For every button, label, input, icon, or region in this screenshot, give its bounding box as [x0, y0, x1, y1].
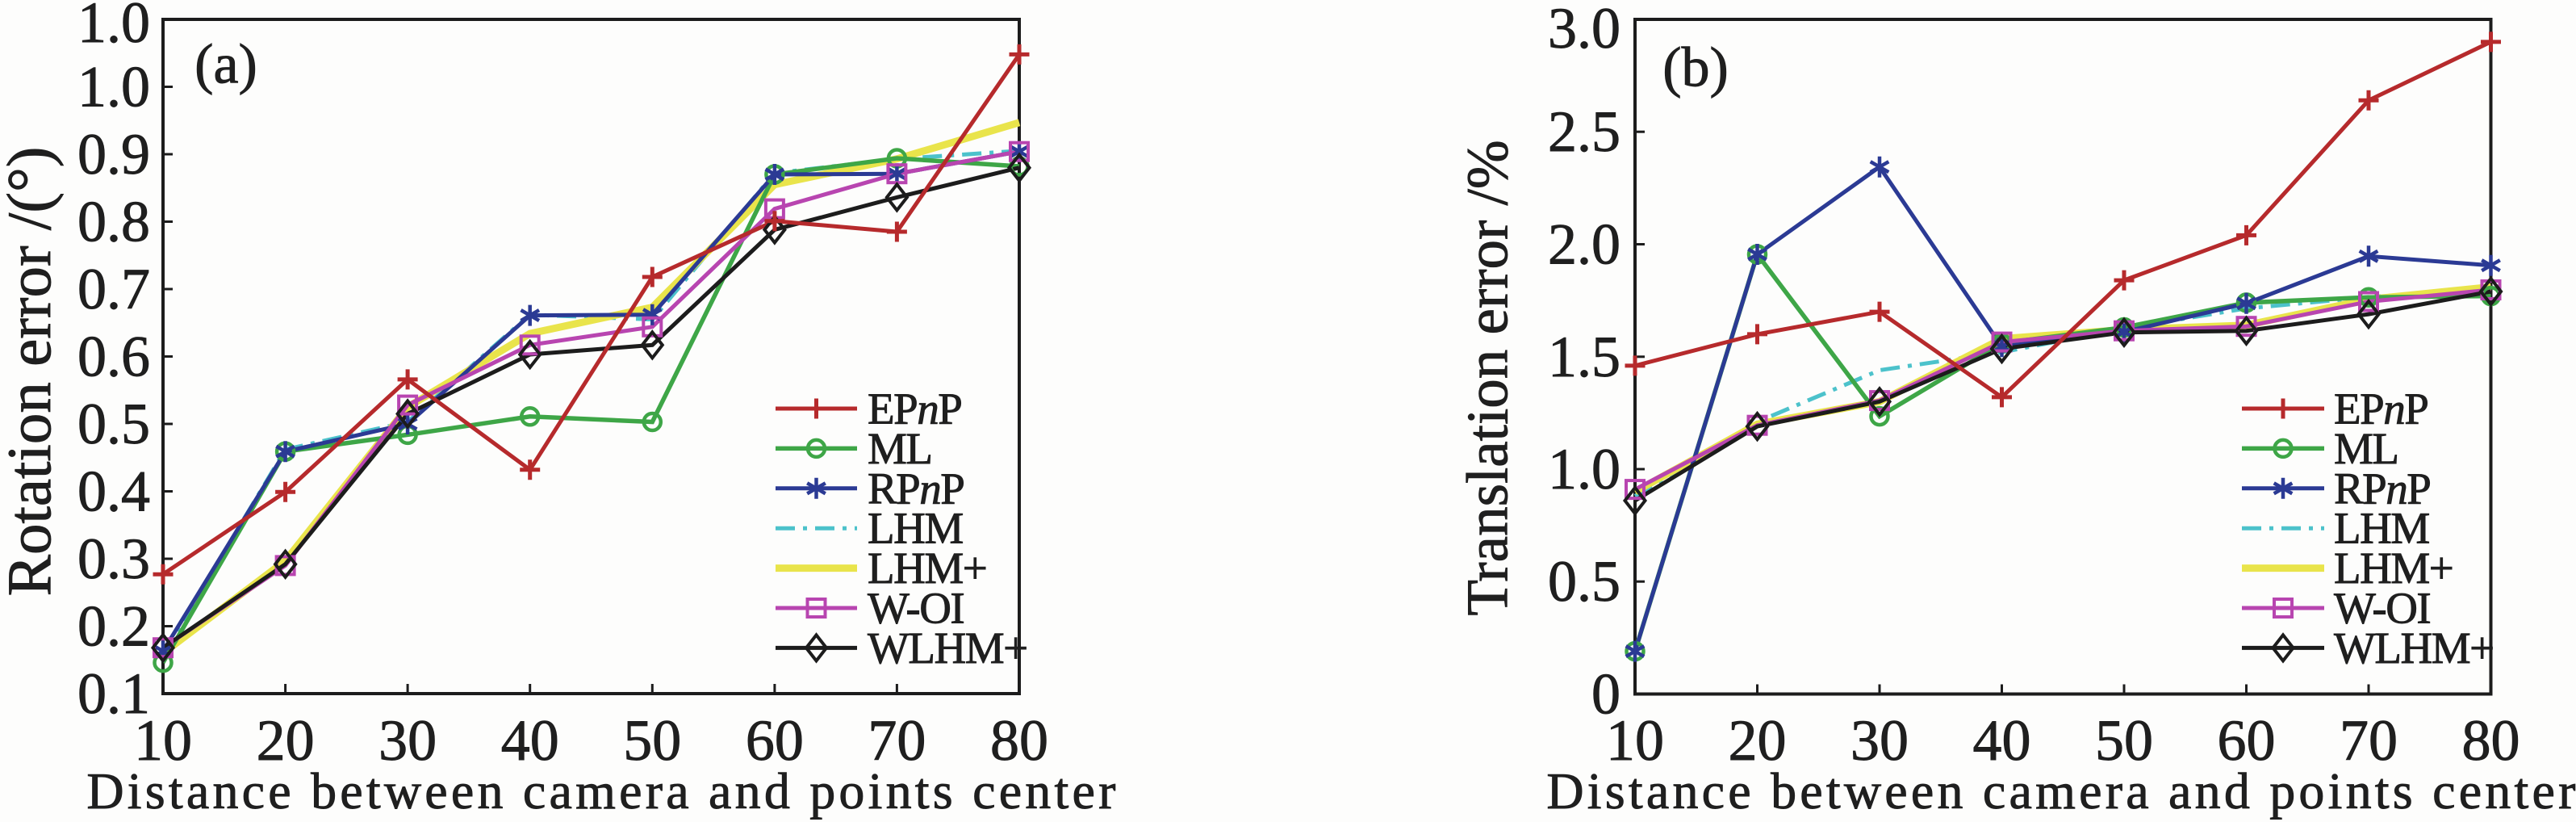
svg-text:WLHM+: WLHM+	[2334, 623, 2494, 673]
svg-text:30: 30	[378, 708, 437, 773]
svg-text:LHM+: LHM+	[2334, 543, 2453, 593]
svg-text:0.6: 0.6	[77, 325, 150, 389]
svg-text:LHM: LHM	[2334, 504, 2429, 553]
svg-text:50: 50	[623, 708, 681, 773]
svg-text:0.5: 0.5	[1548, 549, 1620, 614]
svg-text:60: 60	[2218, 708, 2276, 773]
svg-text:2.5: 2.5	[1548, 99, 1620, 164]
svg-text:1.0: 1.0	[77, 0, 150, 55]
svg-text:20: 20	[257, 708, 315, 773]
svg-text:20: 20	[1729, 708, 1787, 773]
svg-text:0.9: 0.9	[77, 122, 150, 187]
svg-text:0.7: 0.7	[77, 257, 150, 321]
svg-text:0.3: 0.3	[77, 526, 150, 591]
svg-text:70: 70	[868, 708, 926, 773]
svg-text:1.0: 1.0	[77, 55, 150, 120]
svg-text:50: 50	[2095, 708, 2153, 773]
svg-text:(a): (a)	[194, 34, 257, 96]
svg-text:80: 80	[2462, 708, 2520, 773]
svg-text:W-OI: W-OI	[868, 584, 964, 633]
svg-text:ML: ML	[2334, 424, 2398, 473]
svg-text:EPnP: EPnP	[868, 384, 961, 434]
svg-text:0.8: 0.8	[77, 190, 150, 254]
svg-text:1.0: 1.0	[1548, 437, 1620, 501]
svg-text:10: 10	[134, 708, 192, 773]
svg-text:0.1: 0.1	[77, 661, 150, 726]
svg-text:1.5: 1.5	[1548, 325, 1620, 389]
svg-text:0.4: 0.4	[77, 459, 150, 524]
svg-text:30: 30	[1850, 708, 1909, 773]
svg-text:Rotation error /(°): Rotation error /(°)	[0, 147, 64, 597]
svg-text:0: 0	[1591, 662, 1620, 727]
svg-text:LHM: LHM	[868, 504, 963, 553]
svg-text:40: 40	[501, 708, 559, 773]
svg-text:W-OI: W-OI	[2334, 584, 2430, 633]
svg-text:70: 70	[2340, 708, 2398, 773]
svg-text:EPnP: EPnP	[2334, 384, 2428, 434]
svg-text:Distance between camera and po: Distance between camera and points cente…	[1546, 762, 2576, 820]
svg-text:ML: ML	[868, 424, 932, 473]
svg-text:2.0: 2.0	[1548, 212, 1620, 277]
svg-text:60: 60	[746, 708, 804, 773]
svg-text:Distance between camera and po: Distance between camera and points cente…	[86, 762, 1119, 820]
svg-text:3.0: 3.0	[1548, 0, 1620, 61]
svg-text:RPnP: RPnP	[2334, 463, 2430, 513]
svg-text:0.2: 0.2	[77, 594, 150, 659]
svg-text:LHM+: LHM+	[868, 543, 986, 593]
svg-text:(b): (b)	[1662, 37, 1729, 99]
svg-text:80: 80	[990, 708, 1048, 773]
svg-text:0.5: 0.5	[77, 392, 150, 456]
svg-text:WLHM+: WLHM+	[868, 623, 1027, 673]
svg-text:40: 40	[1973, 708, 2031, 773]
svg-text:Translation error /%: Translation error /%	[1455, 140, 1520, 615]
svg-text:10: 10	[1606, 708, 1664, 773]
svg-text:RPnP: RPnP	[868, 463, 964, 513]
